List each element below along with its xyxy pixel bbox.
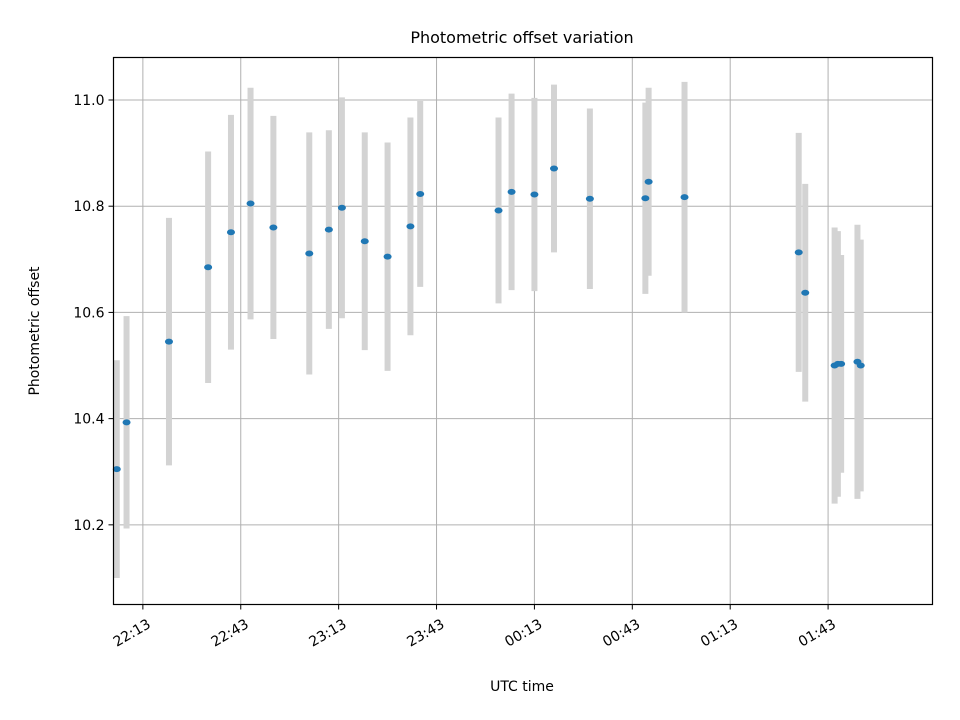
data-points: [112, 165, 865, 473]
data-point: [383, 253, 392, 260]
y-axis-label: Photometric offset: [27, 266, 43, 396]
y-tick-label: 10.6: [73, 305, 104, 321]
data-point: [549, 165, 558, 172]
data-point: [530, 191, 539, 198]
data-point: [837, 360, 846, 367]
data-point: [680, 194, 689, 201]
data-point: [507, 188, 516, 195]
data-point: [269, 224, 278, 231]
data-point: [585, 195, 594, 202]
data-point: [337, 204, 346, 211]
plot-frame: [112, 56, 934, 606]
data-point: [122, 419, 131, 426]
data-point: [494, 207, 503, 214]
y-tick-label: 10.4: [73, 412, 104, 428]
data-point: [226, 229, 235, 236]
data-point: [406, 223, 415, 230]
data-point: [324, 226, 333, 233]
data-point: [164, 338, 173, 345]
y-tick-label: 11.0: [73, 93, 104, 109]
data-point: [416, 190, 425, 197]
x-axis-label: UTC time: [490, 679, 554, 695]
chart-title: Photometric offset variation: [410, 28, 633, 47]
data-point: [360, 238, 369, 245]
data-point: [246, 200, 255, 207]
data-point: [204, 264, 213, 271]
data-point: [856, 362, 865, 369]
data-point: [801, 289, 810, 296]
data-point: [641, 195, 650, 202]
y-tick-label: 10.8: [73, 199, 104, 215]
data-point: [112, 466, 121, 473]
y-tick-label: 10.2: [73, 518, 104, 534]
data-point: [644, 178, 653, 185]
data-point: [305, 250, 314, 257]
y-axis-ticks: 10.2 10.4 10.6 10.8 11.0: [73, 93, 114, 534]
data-point: [794, 249, 803, 256]
